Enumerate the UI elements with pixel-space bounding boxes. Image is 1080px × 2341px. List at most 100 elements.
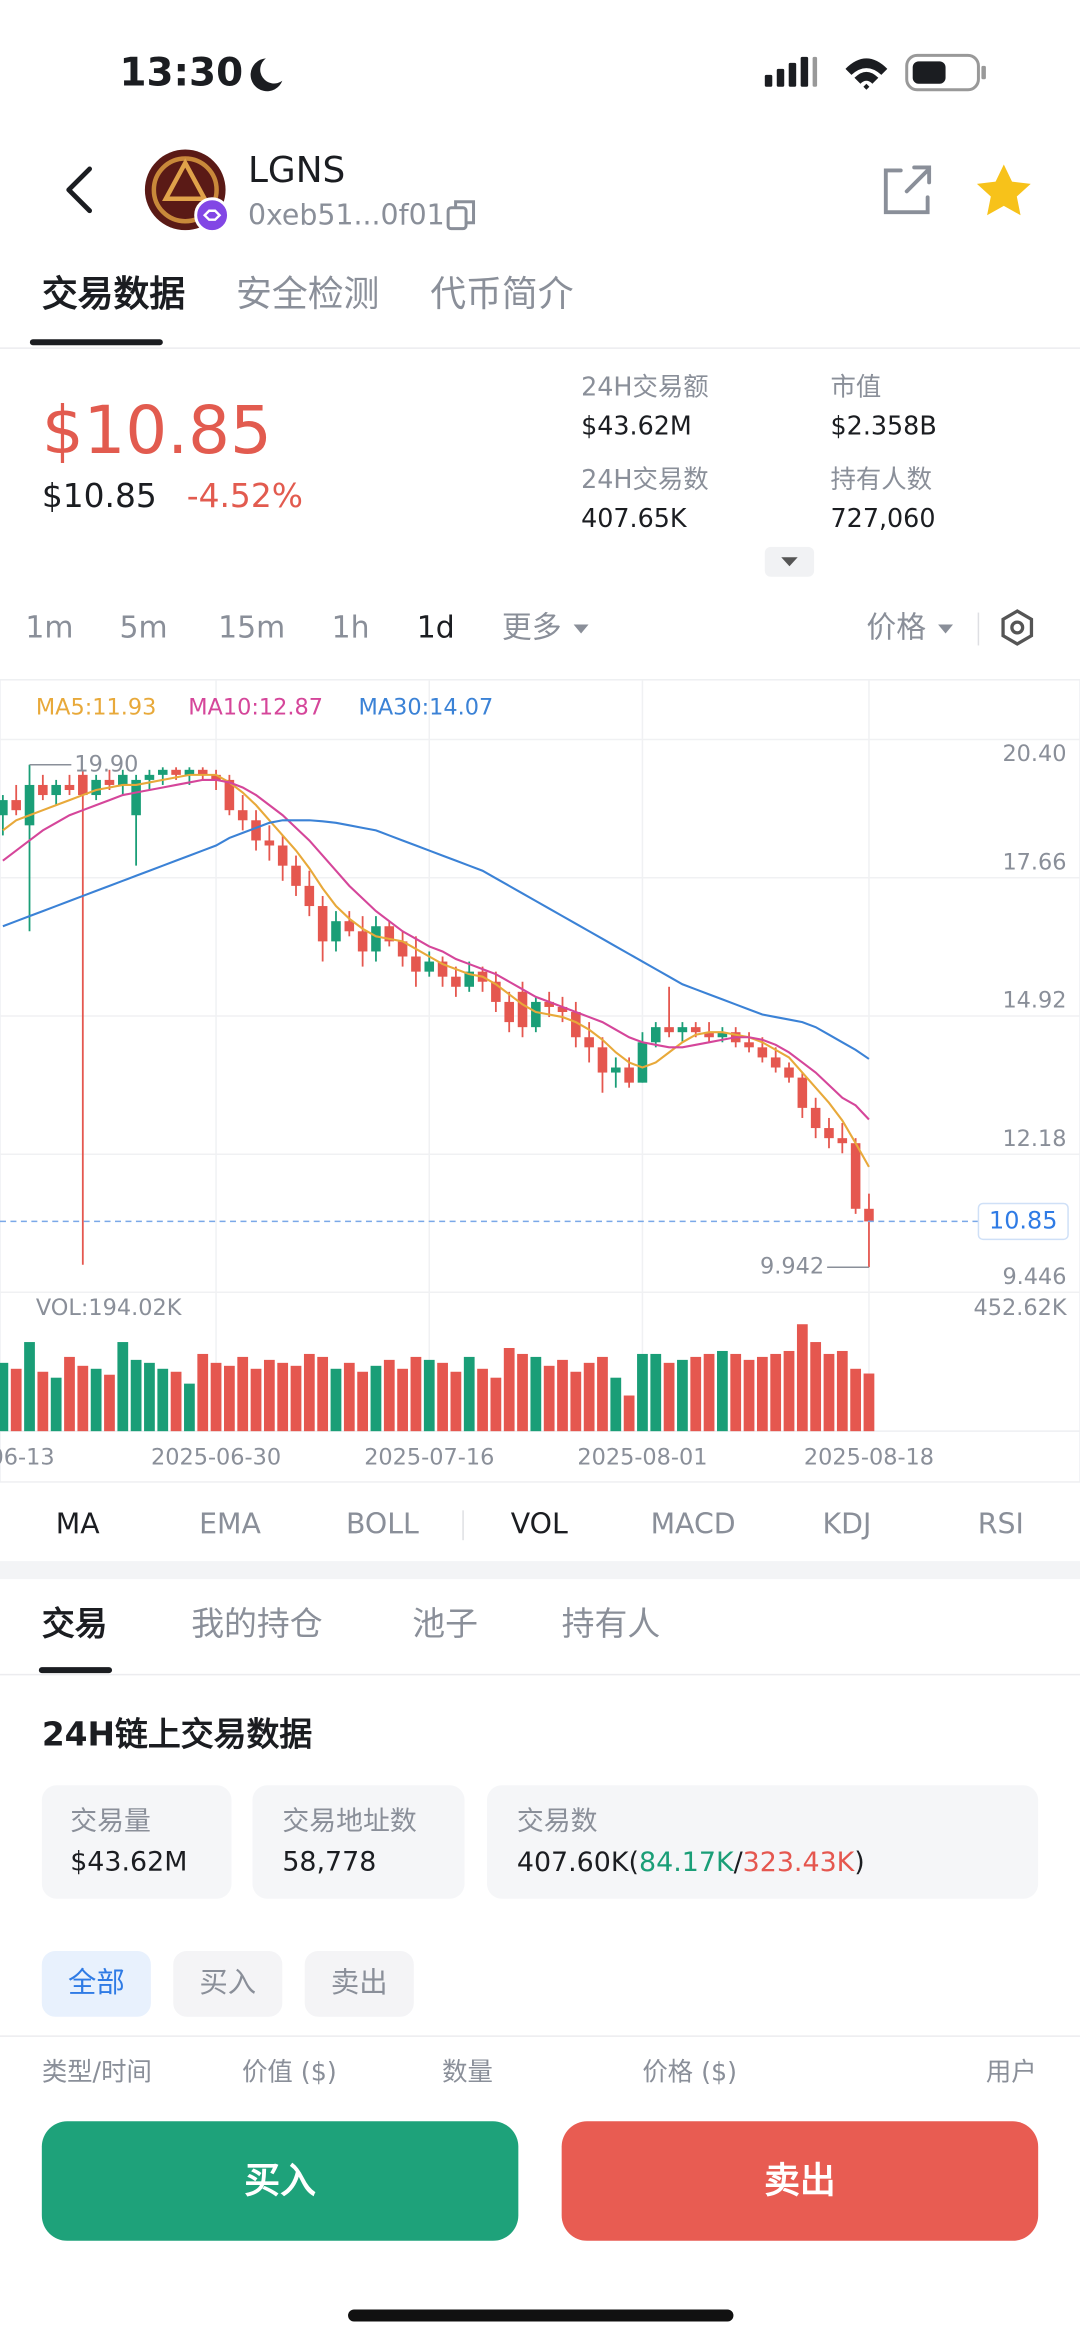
settings-button[interactable] [1001, 609, 1034, 646]
candle-body [531, 1001, 541, 1028]
favorite-star[interactable] [976, 164, 1031, 216]
back-button[interactable] [66, 166, 93, 214]
copy-button[interactable] [446, 200, 476, 231]
legend-entry: MA30:14.07 [359, 695, 494, 721]
candle-body [277, 845, 288, 866]
stat-card [252, 1785, 465, 1899]
candle-body [770, 1057, 781, 1068]
volume-bar [330, 1368, 342, 1432]
volume-bar [690, 1356, 702, 1432]
home-indicator [348, 2309, 734, 2322]
indicator-tab[interactable]: EMA [199, 1507, 261, 1540]
candle-body [184, 769, 195, 775]
volume-bar [530, 1356, 542, 1432]
expand-button[interactable] [764, 546, 815, 577]
volume-bar [717, 1350, 728, 1432]
volume-bar [663, 1362, 675, 1432]
volume-bar [224, 1365, 235, 1432]
candle-body [810, 1107, 821, 1129]
section-tab[interactable]: 我的持仓 [191, 1604, 322, 1643]
candle-body [571, 1012, 581, 1038]
volume-bar [144, 1362, 155, 1432]
trade-count: 407.60K( [517, 1846, 639, 1877]
ma-line [2, 778, 870, 1121]
section-tab[interactable]: 持有人 [562, 1604, 661, 1643]
indicator-tab[interactable]: RSI [978, 1507, 1024, 1540]
candle-body [677, 1027, 688, 1033]
candle-body [64, 784, 75, 791]
volume-bar [50, 1377, 62, 1432]
indicator-tab[interactable]: KDJ [823, 1507, 872, 1540]
volume-bar [170, 1371, 182, 1432]
x-tick-label: 2025-06-30 [151, 1445, 281, 1471]
candle-body [131, 779, 141, 816]
buy-count: 84.17K [639, 1846, 735, 1877]
filter-label[interactable]: 买入 [199, 1966, 256, 1999]
indicator-tab[interactable]: MA [56, 1507, 100, 1540]
candle-body [251, 820, 261, 841]
stat-card [486, 1785, 1039, 1899]
section-tab[interactable]: 池子 [412, 1604, 478, 1643]
card-label: 交易地址数 [282, 1806, 417, 1837]
interval[interactable]: 5m [120, 611, 168, 646]
indicator-tab[interactable]: VOL [511, 1507, 568, 1540]
volume-bar [90, 1368, 102, 1432]
interval[interactable]: 15m [218, 611, 285, 646]
interval[interactable]: 更多 [502, 611, 562, 646]
volume-bar [597, 1356, 608, 1432]
legend-entry: MA10:12.87 [188, 695, 323, 721]
price-toggle[interactable]: 价格 [866, 611, 926, 646]
x-tick-label: 2025-06-13 [0, 1445, 55, 1471]
filter-label[interactable]: 全部 [68, 1966, 125, 1999]
caret [573, 624, 589, 634]
candle-body [557, 1006, 568, 1013]
candle-body [317, 906, 328, 942]
filter-chip[interactable] [304, 1950, 414, 2017]
section-tab[interactable]: 交易 [42, 1604, 108, 1643]
volume-bar [410, 1356, 422, 1432]
price-change: -4.52% [187, 476, 303, 515]
ma-line [2, 773, 870, 1168]
candle-body [331, 921, 341, 942]
volume-bar [743, 1359, 755, 1432]
tab[interactable]: 安全检测 [236, 274, 379, 315]
current-price-label: 10.85 [989, 1206, 1057, 1234]
buy-button[interactable] [41, 2121, 519, 2241]
candle-body [690, 1027, 701, 1033]
candle-body [264, 840, 275, 846]
indicator-tab[interactable]: MACD [651, 1507, 736, 1540]
candle-body [237, 810, 248, 821]
y-tick-label: 14.92 [1002, 988, 1066, 1014]
volume-bar [650, 1353, 662, 1432]
tab[interactable]: 代币简介 [430, 274, 574, 315]
volume-bar [836, 1350, 848, 1432]
candle-body [824, 1128, 834, 1139]
filter-chip[interactable] [173, 1950, 283, 2017]
separator: / [734, 1846, 744, 1877]
sell-label[interactable]: 卖出 [764, 2161, 836, 2202]
share-button[interactable] [883, 165, 932, 215]
candle-body [464, 971, 475, 987]
candle-body [850, 1143, 861, 1209]
volume-bar [77, 1365, 89, 1432]
candle-body [104, 779, 115, 785]
tab-indicator [29, 339, 163, 346]
sell-button[interactable] [561, 2121, 1039, 2241]
candle-body [624, 1067, 634, 1083]
volume-bar [370, 1365, 382, 1432]
interval[interactable]: 1m [25, 611, 73, 646]
filter-chip[interactable] [41, 1950, 151, 2017]
volume-bar [24, 1342, 35, 1432]
table-header: 类型/时间 [42, 2056, 152, 2086]
candle-body [197, 769, 208, 775]
indicator-tab[interactable]: BOLL [346, 1507, 419, 1540]
interval[interactable]: 1d [417, 611, 455, 646]
price-usd: $10.85 [42, 476, 157, 515]
price-main: $10.85 [42, 393, 272, 469]
volume-bar [543, 1365, 555, 1432]
interval[interactable]: 1h [332, 611, 370, 646]
filter-label[interactable]: 卖出 [331, 1966, 388, 1999]
tab[interactable]: 交易数据 [42, 273, 185, 315]
buy-label[interactable]: 买入 [244, 2161, 316, 2202]
